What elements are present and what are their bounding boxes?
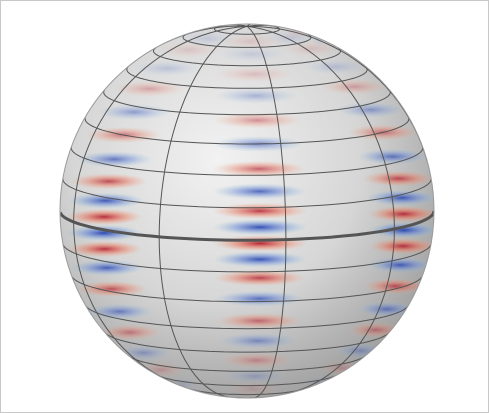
pattern-blob [85,303,154,320]
latitude-line [105,332,277,353]
pattern-blob [97,104,172,121]
latitude-line [271,66,368,89]
pattern-blob [212,235,308,252]
latitude-line [280,117,410,144]
pattern-blob [214,66,294,83]
pattern-blob [213,87,299,104]
equator-line [285,210,434,242]
meridian-line [246,25,287,398]
pattern-blob [368,222,434,239]
pattern-blob [335,101,406,118]
pattern-blob [217,332,299,349]
pattern-blob [69,173,148,190]
latitude-line [152,46,267,67]
equator-line [60,211,286,242]
latitude-line [283,276,423,302]
pattern-blob [213,269,307,286]
latitude-line [276,89,391,115]
latitude-line [283,146,424,176]
pattern-blob [362,170,434,187]
pattern-blob [367,206,434,223]
pattern-blob [66,241,143,258]
latitude-line [182,32,261,48]
pattern-blob [212,112,303,129]
latitude-line [285,244,432,272]
meridian-line [158,25,248,398]
latitude-line [157,375,267,387]
pattern-blob [362,278,428,295]
latitude-line [266,46,342,66]
sphere-outline [59,23,435,399]
latitude-line [260,32,312,48]
latitude-line [271,355,365,372]
latitude-line [129,355,273,372]
pattern-blob [356,148,429,165]
pattern-blob [75,280,148,297]
meridian-line [73,25,248,385]
meridian-line [246,25,395,395]
pattern [65,24,434,397]
pattern-blob [70,259,144,276]
pattern-blob [356,301,418,318]
latitude-line [84,117,281,145]
pattern-blob [303,58,367,75]
pattern-blob [211,202,308,219]
latitude-line [126,66,273,89]
pattern-blob [75,151,153,168]
pattern-blob [214,290,305,307]
pattern-blob [66,192,145,209]
latitude-line [285,178,432,208]
pattern-blob [98,324,162,341]
latitude-line [70,146,284,176]
latitude-line [103,89,277,116]
pattern-blob [366,256,434,273]
pattern-blob [216,46,288,63]
latitude-line [62,178,286,209]
pattern-blob [320,78,388,95]
pattern-blob [65,225,142,242]
pattern-blob [368,238,434,255]
pattern-blob [219,352,294,369]
pattern-blob [115,344,173,361]
latitude-line [280,305,409,329]
latitude-line [62,244,286,273]
pattern-blob [65,208,143,225]
latitude-line [266,375,337,386]
pattern-blob [215,312,302,329]
pattern-blob [212,219,308,236]
pattern-blob [212,251,308,268]
pattern-blob [366,189,434,206]
latitude-line [276,332,389,353]
pattern-blob [113,80,185,97]
pattern-blob [211,183,308,200]
pattern-blob [136,361,186,378]
